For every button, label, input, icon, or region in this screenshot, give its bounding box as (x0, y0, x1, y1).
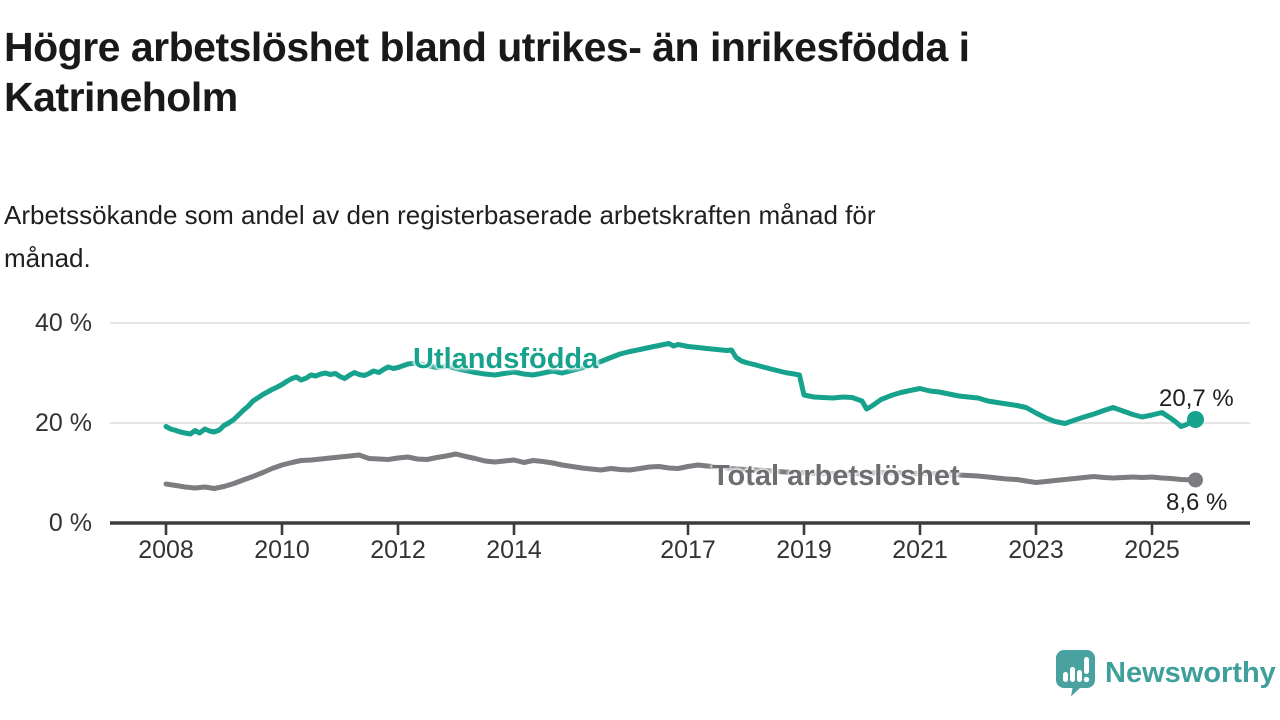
chart-subtitle: Arbetssökande som andel av den registerb… (4, 200, 876, 273)
x-axis-label-2010: 2010 (254, 536, 310, 564)
series-line-total-arbetsloshet (163, 451, 1198, 491)
y-axis-label-40: 40 % (35, 309, 92, 337)
series-label-utlandsfodda: Utlandsfödda (413, 343, 599, 375)
end-dot-utlandsfodda (1187, 411, 1204, 428)
x-axis-label-2014: 2014 (486, 536, 542, 564)
series-line-utlandsfodda (163, 341, 1198, 437)
x-axis-label-2019: 2019 (776, 536, 832, 564)
x-axis-label-2025: 2025 (1124, 536, 1180, 564)
y-axis-label-20: 20 % (35, 409, 92, 437)
x-axis-label-2012: 2012 (370, 536, 426, 564)
x-axis-label-2023: 2023 (1008, 536, 1064, 564)
newsworthy-logo: Newsworthy (1054, 649, 1276, 697)
end-value-label-total: 8,6 % (1166, 489, 1228, 516)
x-axis-label-2021: 2021 (892, 536, 948, 564)
newsworthy-speech-bubble-bar-chart-icon (1056, 650, 1095, 697)
x-axis-label-2017: 2017 (660, 536, 716, 564)
end-dot-total-arbetsloshet (1188, 472, 1203, 488)
x-axis-label-2008: 2008 (138, 536, 194, 564)
series-label-total-arbetsloshet: Total arbetslöshet (712, 460, 960, 492)
end-value-label-utlandsfodda: 20,7 % (1159, 385, 1234, 412)
page-title: Högre arbetslöshet bland utrikes- än inr… (4, 24, 970, 120)
newsworthy-wordmark: Newsworthy (1105, 657, 1276, 689)
y-axis-label-0: 0 % (48, 509, 92, 537)
